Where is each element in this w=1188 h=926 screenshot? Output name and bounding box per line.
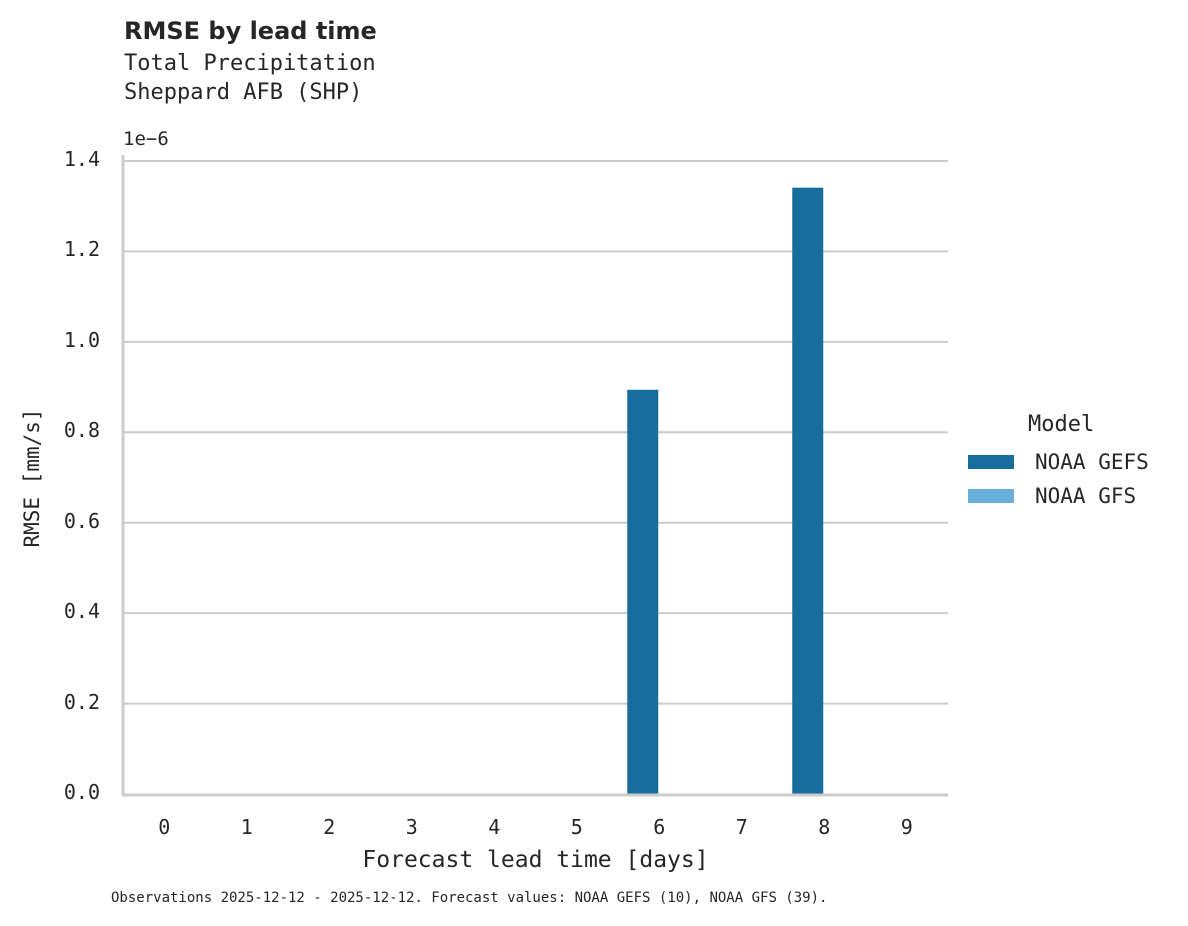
y-tick-label: 0.2 xyxy=(63,689,100,714)
x-tick-label: 4 xyxy=(488,815,501,839)
x-tick-label: 3 xyxy=(405,815,418,839)
x-tick-label: 2 xyxy=(323,815,336,839)
x-tick-label: 5 xyxy=(570,815,583,839)
bar-noaa-gefs-8 xyxy=(792,187,824,795)
legend-label-noaa-gefs: NOAA GEFS xyxy=(1035,450,1149,474)
legend-title: Model xyxy=(1028,412,1095,437)
legend-item-noaa-gefs: NOAA GEFS xyxy=(968,450,1149,474)
legend-swatch-noaa-gfs xyxy=(968,489,1014,503)
x-tick-label: 6 xyxy=(653,815,666,839)
y-tick-label: 1.0 xyxy=(63,327,100,352)
legend-label-noaa-gfs: NOAA GFS xyxy=(1035,484,1137,508)
x-tick-label: 9 xyxy=(900,815,913,839)
chart-subtitle-station: Sheppard AFB (SHP) xyxy=(124,80,363,105)
x-tick-label: 8 xyxy=(818,815,831,839)
bar-noaa-gefs-6 xyxy=(627,389,659,794)
y-tick-label: 0.8 xyxy=(63,418,100,443)
x-tick-label: 0 xyxy=(158,815,171,839)
y-tick-label: 0.0 xyxy=(63,780,100,804)
x-tick-label: 1 xyxy=(240,815,253,839)
y-tick-label: 1.4 xyxy=(63,147,100,171)
x-tick-label: 7 xyxy=(735,815,748,839)
legend-swatch-noaa-gefs xyxy=(968,455,1014,469)
chart-subtitle-variable: Total Precipitation xyxy=(124,51,376,76)
y-tick-label: 0.6 xyxy=(63,508,100,533)
footnote: Observations 2025-12-12 - 2025-12-12. Fo… xyxy=(111,890,828,906)
y-tick-label: 0.4 xyxy=(63,599,100,624)
legend-item-noaa-gfs: NOAA GFS xyxy=(968,484,1137,508)
y-tick-label: 1.2 xyxy=(63,237,100,262)
y-axis-offset-label: 1e−6 xyxy=(123,128,169,150)
y-axis-label: RMSE [mm/s] xyxy=(20,408,44,548)
chart-title: RMSE by lead time xyxy=(124,17,377,45)
x-axis-label: Forecast lead time [days] xyxy=(362,847,709,873)
